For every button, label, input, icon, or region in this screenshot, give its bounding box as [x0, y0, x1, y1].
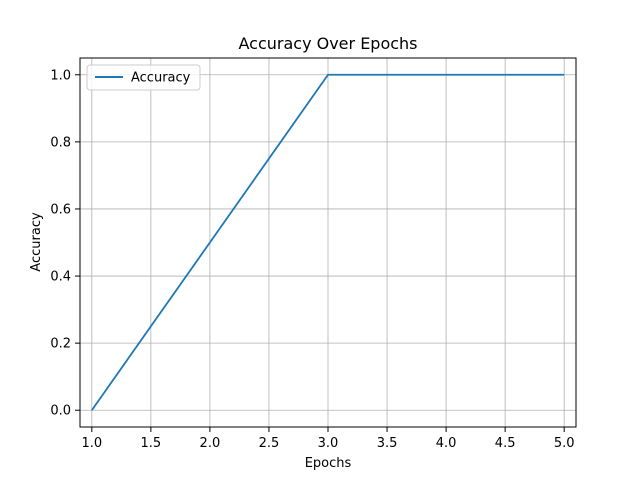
y-tick-label: 1.0 — [50, 68, 71, 83]
axis-ticks: 1.0 1.5 2.0 2.5 3.0 3.5 4.0 4.5 5.0 0.0 0.2 0.4 0.6 0… — [50, 68, 574, 451]
x-tick-label: 3.0 — [318, 436, 339, 451]
x-tick-label: 1.0 — [81, 436, 102, 451]
y-tick-label: 0.6 — [50, 202, 71, 217]
y-tick-label: 0.4 — [50, 270, 71, 285]
x-tick-label: 2.5 — [259, 436, 280, 451]
y-tick-label: 0.2 — [50, 337, 71, 352]
accuracy-series-line — [91, 73, 565, 411]
x-tick-label: 1.5 — [141, 436, 162, 451]
grid — [80, 58, 576, 427]
x-tick-label: 5.0 — [554, 436, 575, 451]
legend-box — [86, 64, 201, 91]
chart-title: Accuracy Over Epochs — [238, 34, 417, 53]
x-tick-label: 4.0 — [436, 436, 457, 451]
x-axis-label: Epochs — [305, 456, 352, 471]
x-tick-label: 3.5 — [377, 436, 398, 451]
x-tick-label: 2.0 — [200, 436, 221, 451]
y-tick-label: 0.0 — [50, 404, 71, 419]
x-tick-label: 4.5 — [495, 436, 516, 451]
legend-label: Accuracy — [131, 71, 191, 86]
y-axis-label: Accuracy — [29, 212, 44, 272]
y-tick-label: 0.8 — [50, 135, 71, 150]
legend: Accuracy — [86, 64, 201, 91]
series-layer — [91, 73, 565, 411]
